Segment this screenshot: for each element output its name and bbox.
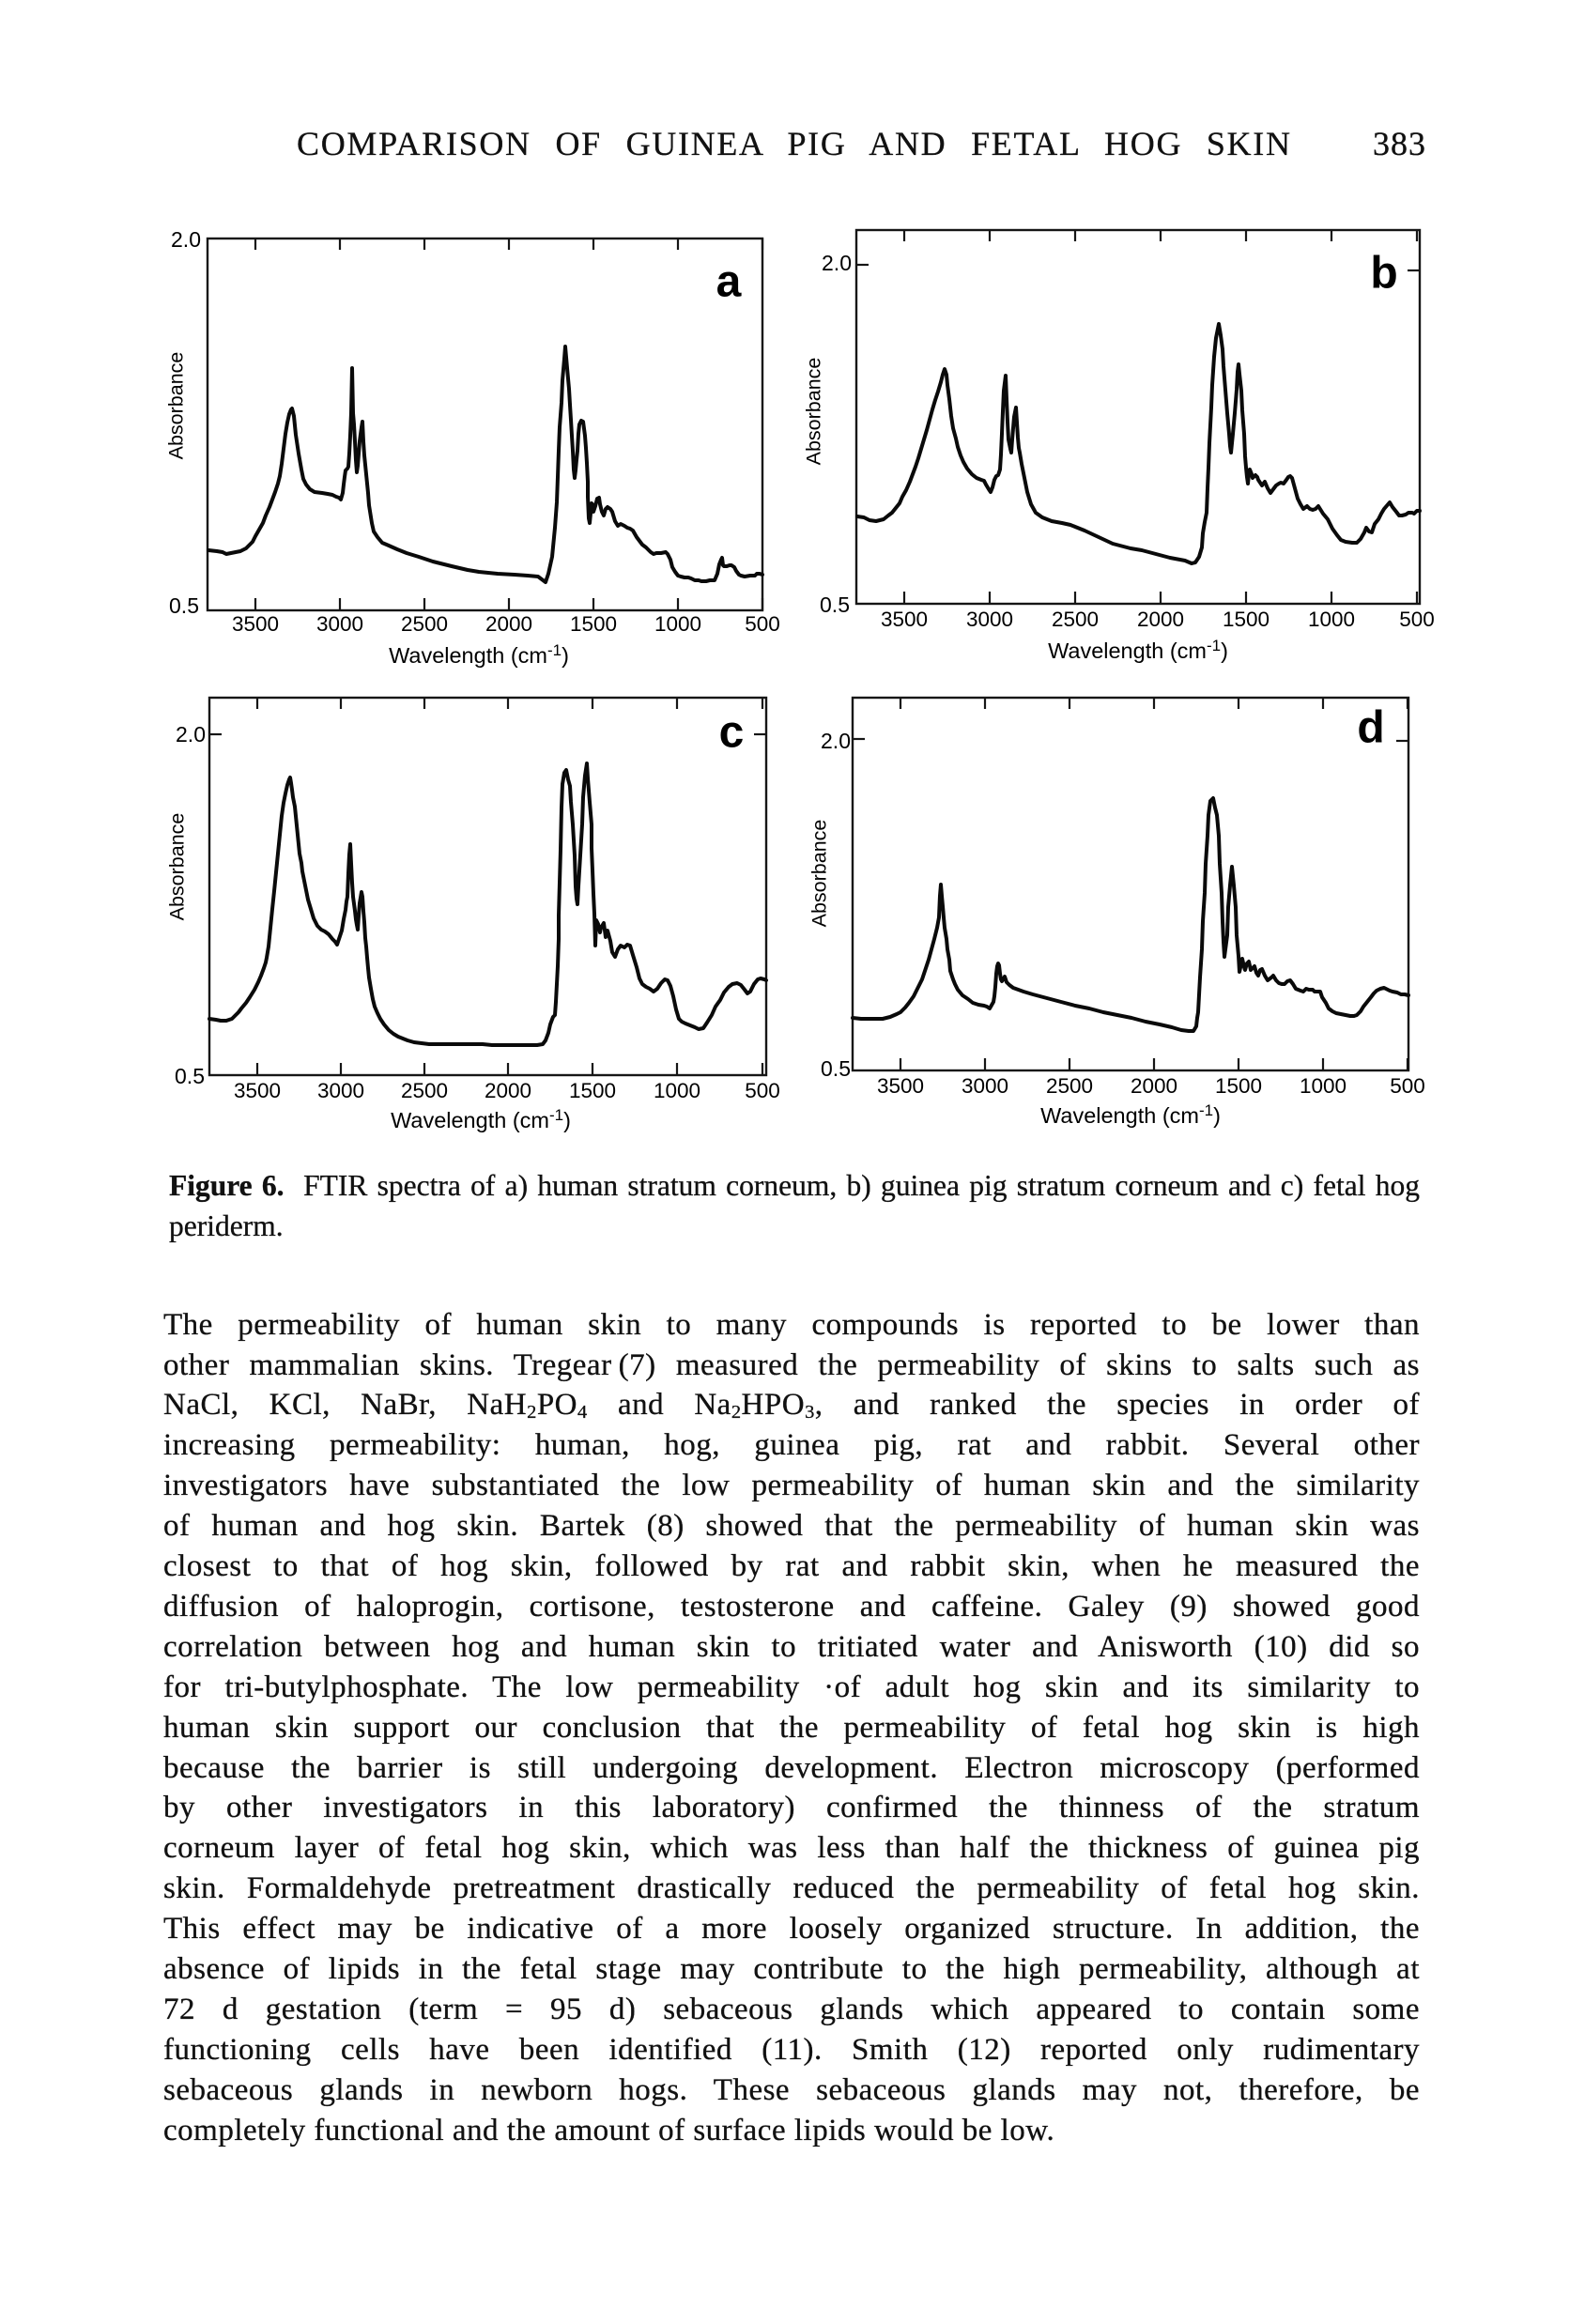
svg-text:d: d xyxy=(1357,703,1384,753)
svg-text:3000: 3000 xyxy=(316,612,363,636)
svg-text:2.0: 2.0 xyxy=(822,251,852,275)
svg-text:0.5: 0.5 xyxy=(820,593,850,617)
svg-text:500: 500 xyxy=(745,1079,780,1102)
svg-text:Wavelength (cm-1): Wavelength (cm-1) xyxy=(389,641,569,668)
svg-text:Absorbance: Absorbance xyxy=(166,813,189,921)
svg-text:500: 500 xyxy=(1390,1074,1425,1098)
svg-text:Absorbance: Absorbance xyxy=(803,358,825,466)
svg-text:2000: 2000 xyxy=(485,1079,531,1102)
svg-text:2000: 2000 xyxy=(485,612,532,636)
svg-text:2.0: 2.0 xyxy=(171,227,201,252)
svg-text:3000: 3000 xyxy=(317,1079,364,1102)
svg-text:2500: 2500 xyxy=(1052,608,1099,631)
svg-text:1000: 1000 xyxy=(1300,1074,1346,1098)
svg-text:Wavelength (cm-1): Wavelength (cm-1) xyxy=(1048,637,1228,663)
svg-text:b: b xyxy=(1370,249,1397,299)
svg-text:1500: 1500 xyxy=(1215,1074,1262,1098)
svg-text:2.0: 2.0 xyxy=(176,722,206,746)
svg-text:1000: 1000 xyxy=(654,1079,700,1102)
svg-text:a: a xyxy=(716,257,742,307)
svg-text:2.0: 2.0 xyxy=(821,729,851,753)
svg-text:2000: 2000 xyxy=(1137,608,1184,631)
svg-text:1500: 1500 xyxy=(570,612,617,636)
svg-text:2500: 2500 xyxy=(401,1079,448,1102)
svg-text:3500: 3500 xyxy=(232,612,279,636)
svg-text:0.5: 0.5 xyxy=(169,593,199,618)
svg-text:1000: 1000 xyxy=(1308,608,1355,631)
svg-text:Wavelength (cm-1): Wavelength (cm-1) xyxy=(391,1106,571,1132)
svg-text:500: 500 xyxy=(745,612,780,636)
svg-text:c: c xyxy=(719,708,745,758)
svg-text:3500: 3500 xyxy=(877,1074,924,1098)
svg-text:1500: 1500 xyxy=(569,1079,616,1102)
svg-text:Absorbance: Absorbance xyxy=(165,352,188,460)
svg-text:2000: 2000 xyxy=(1131,1074,1177,1098)
svg-text:0.5: 0.5 xyxy=(175,1064,205,1088)
svg-text:0.5: 0.5 xyxy=(821,1056,851,1081)
svg-text:2500: 2500 xyxy=(1046,1074,1093,1098)
svg-text:500: 500 xyxy=(1399,608,1435,631)
svg-text:1000: 1000 xyxy=(654,612,701,636)
svg-text:Absorbance: Absorbance xyxy=(808,820,831,928)
svg-text:1500: 1500 xyxy=(1223,608,1270,631)
svg-text:3500: 3500 xyxy=(234,1079,281,1102)
svg-text:3000: 3000 xyxy=(966,608,1013,631)
svg-text:2500: 2500 xyxy=(401,612,448,636)
svg-text:Wavelength (cm-1): Wavelength (cm-1) xyxy=(1040,1101,1221,1128)
svg-text:3500: 3500 xyxy=(881,608,928,631)
svg-text:3000: 3000 xyxy=(962,1074,1008,1098)
